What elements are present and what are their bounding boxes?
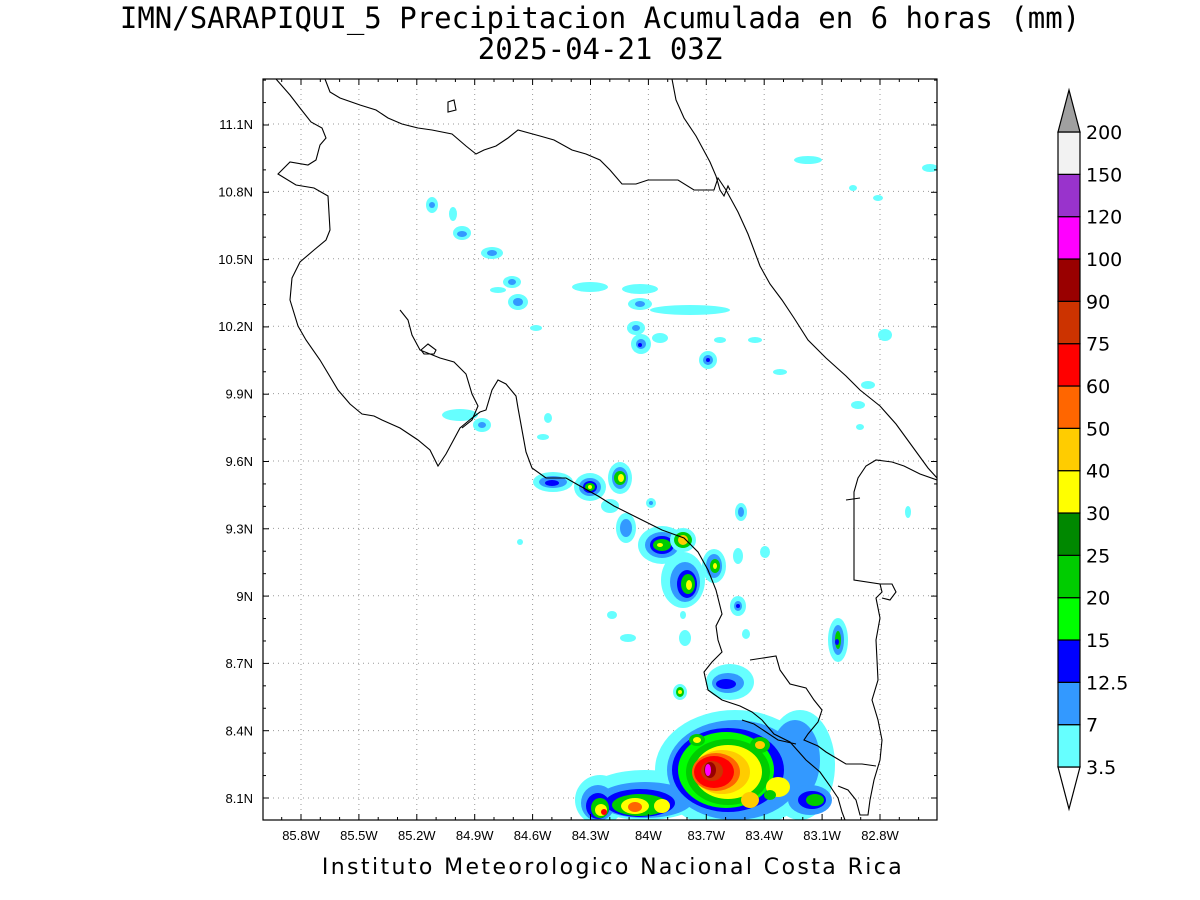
colorbar-swatch bbox=[1057, 258, 1081, 302]
colorbar-swatch bbox=[1057, 597, 1081, 641]
colorbar-label: 150 bbox=[1086, 164, 1122, 186]
colorbar-swatch bbox=[1057, 385, 1081, 429]
colorbar-swatch bbox=[1057, 173, 1081, 218]
colorbar-swatch bbox=[1057, 512, 1081, 556]
lat-tick-label: 8.7N bbox=[226, 656, 253, 671]
colorbar-label: 15 bbox=[1086, 630, 1110, 652]
lon-tick-label: 85.5W bbox=[340, 828, 378, 843]
colorbar-swatch bbox=[1057, 343, 1081, 387]
colorbar-swatch bbox=[1057, 131, 1081, 175]
colorbar-label: 20 bbox=[1086, 588, 1110, 610]
colorbar-label: 25 bbox=[1086, 545, 1110, 567]
map-grid bbox=[263, 79, 937, 820]
lat-tick-label: 9N bbox=[236, 589, 253, 604]
colorbar-swatch bbox=[1057, 724, 1081, 768]
colorbar-max-arrow bbox=[1057, 87, 1081, 133]
colorbar-label: 120 bbox=[1086, 207, 1122, 229]
lon-tick-label: 82.8W bbox=[861, 828, 899, 843]
lat-tick-label: 8.1N bbox=[226, 791, 253, 806]
lat-tick-label: 10.2N bbox=[218, 319, 253, 334]
map-title: IMN/SARAPIQUI_5 Precipitacion Acumulada … bbox=[119, 1, 1081, 35]
lon-tick-label: 83.1W bbox=[803, 828, 841, 843]
colorbar-label: 30 bbox=[1086, 503, 1110, 525]
lon-tick-label: 83.4W bbox=[745, 828, 783, 843]
lat-tick-label: 11.1N bbox=[219, 117, 253, 132]
lat-tick-label: 9.3N bbox=[226, 521, 253, 536]
colorbar-swatch bbox=[1057, 639, 1081, 683]
colorbar-label: 40 bbox=[1086, 461, 1110, 483]
colorbar-label: 3.5 bbox=[1086, 757, 1116, 779]
colorbar-label: 200 bbox=[1086, 122, 1122, 144]
credit-footer: Instituto Meteorologico Nacional Costa R… bbox=[321, 855, 905, 880]
colorbar-label: 100 bbox=[1086, 249, 1122, 271]
colorbar-swatch bbox=[1057, 681, 1081, 726]
lat-tick-label: 10.5N bbox=[218, 252, 253, 267]
lon-tick-label: 85.2W bbox=[398, 828, 436, 843]
map-frame bbox=[262, 78, 938, 821]
colorbar-label: 75 bbox=[1086, 334, 1110, 356]
lat-tick-label: 8.4N bbox=[226, 724, 253, 739]
map-valid-time: 2025-04-21 03Z bbox=[477, 32, 723, 66]
lon-tick-label: 84.6W bbox=[514, 828, 552, 843]
colorbar-swatch bbox=[1057, 427, 1081, 472]
latitude-ticks: 11.1N 10.8N 10.5N 10.2N 9.9N 9.6N 9.3N 9N 8.7N 8.… bbox=[218, 79, 937, 806]
colorbar-swatch bbox=[1057, 470, 1081, 514]
colorbar-label: 50 bbox=[1086, 418, 1110, 440]
coastline-borders bbox=[275, 79, 937, 820]
lon-tick-label: 84W bbox=[635, 828, 662, 843]
colorbar-label: 12.5 bbox=[1086, 672, 1128, 694]
colorbar-label: 90 bbox=[1086, 291, 1110, 313]
lon-tick-label: 85.8W bbox=[282, 828, 320, 843]
lat-tick-label: 9.9N bbox=[226, 387, 253, 402]
lon-tick-label: 84.3W bbox=[572, 828, 610, 843]
colorbar-legend: 3.5 7 12.5 15 20 25 30 40 50 60 75 90 100 120 150 200 bbox=[1057, 87, 1128, 812]
colorbar-label: 7 bbox=[1086, 715, 1098, 737]
lat-tick-label: 9.6N bbox=[226, 454, 253, 469]
lat-tick-label: 10.8N bbox=[218, 184, 253, 199]
lon-tick-label: 83.7W bbox=[688, 828, 726, 843]
colorbar-label: 60 bbox=[1086, 376, 1110, 398]
colorbar-swatch bbox=[1057, 216, 1081, 260]
colorbar-swatch bbox=[1057, 554, 1081, 599]
colorbar-swatch bbox=[1057, 300, 1081, 345]
lon-tick-label: 84.9W bbox=[456, 828, 494, 843]
colorbar-min-arrow bbox=[1057, 766, 1081, 812]
precipitation-field bbox=[426, 156, 937, 820]
map-area bbox=[263, 79, 937, 820]
longitude-ticks: 85.8W 85.5W 85.2W 84.9W 84.6W 84.3W 84W 83.7W 83… bbox=[281, 79, 920, 843]
